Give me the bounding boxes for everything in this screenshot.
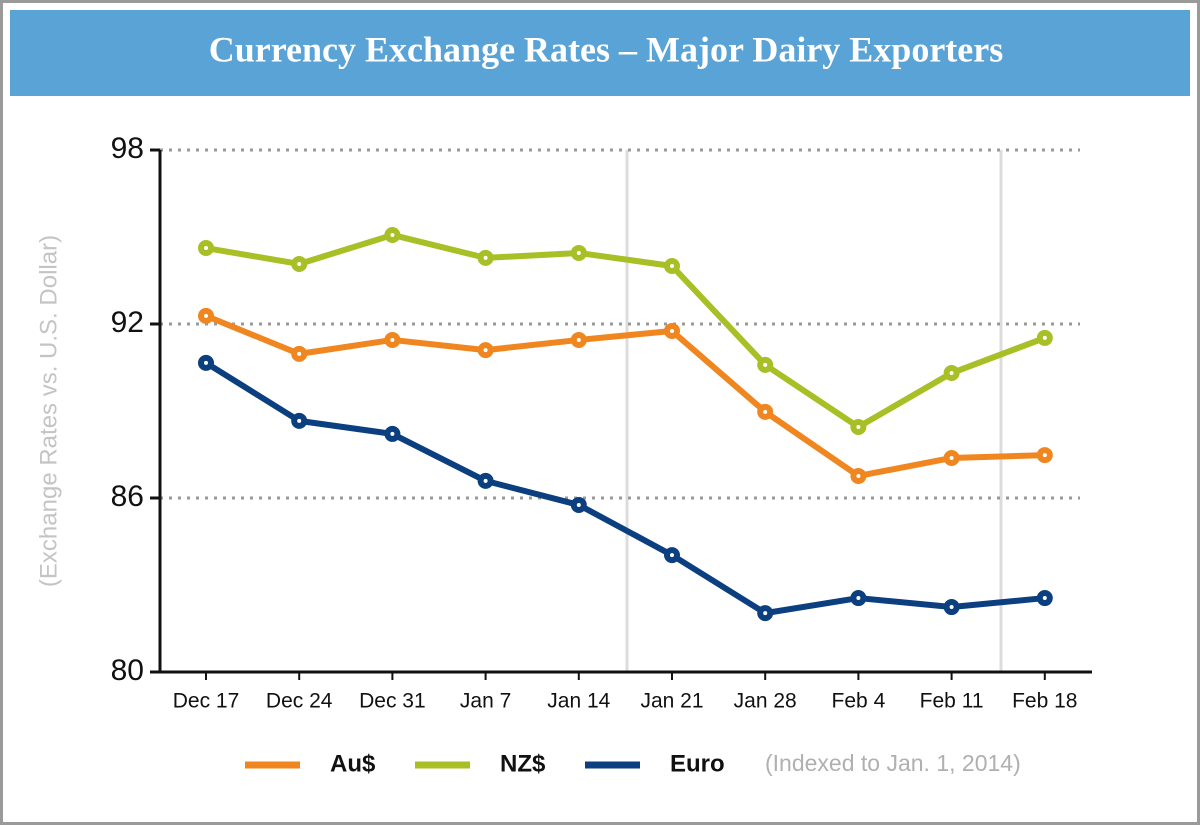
point-center [204, 246, 208, 251]
point-center [856, 424, 861, 429]
point-center [297, 351, 302, 356]
series-line [204, 313, 1045, 479]
point-center [949, 605, 954, 610]
point-center [483, 255, 488, 260]
x-tick-label: Dec 17 [173, 690, 240, 713]
point-center [390, 232, 395, 237]
legend-label: Euro [670, 750, 725, 777]
point-center [670, 264, 674, 268]
point-center [1042, 335, 1047, 340]
legend-label: NZ$ [500, 750, 546, 777]
point-center [297, 261, 302, 266]
point-center [297, 418, 302, 423]
point-center [483, 478, 488, 483]
point-center [670, 553, 674, 558]
point-center [1042, 453, 1047, 458]
y-tick-label: 98 [111, 132, 144, 165]
y-tick-label: 92 [111, 306, 144, 339]
point-center [483, 348, 488, 353]
x-tick-label: Feb 4 [832, 690, 886, 713]
point-center [390, 337, 395, 342]
point-center [670, 328, 674, 333]
point-center [763, 611, 768, 616]
x-tick-label: Jan 14 [547, 690, 610, 713]
y-axis-label: (Exchange Rates vs. U.S. Dollar) [35, 235, 62, 587]
point-center [856, 473, 861, 478]
chart-title: Currency Exchange Rates – Major Dairy Ex… [209, 29, 1004, 69]
point-center [576, 502, 581, 507]
point-center [204, 313, 208, 318]
point-center [576, 250, 581, 255]
x-tick-label: Feb 18 [1012, 690, 1077, 713]
point-center [949, 455, 954, 460]
x-tick-label: Jan 21 [640, 690, 703, 713]
title-banner [10, 10, 1190, 96]
y-tick-label: 80 [111, 654, 144, 687]
point-center [949, 371, 954, 376]
x-tick-label: Dec 31 [359, 690, 426, 713]
point-center [576, 337, 581, 342]
legend-label: Au$ [330, 750, 376, 777]
x-tick-label: Dec 24 [266, 690, 333, 713]
point-center [1042, 596, 1047, 601]
point-center [390, 431, 395, 436]
note: (Indexed to Jan. 1, 2014) [765, 750, 1021, 776]
point-center [763, 362, 768, 367]
x-tick-label: Feb 11 [920, 690, 984, 713]
x-tick-label: Jan 28 [734, 690, 797, 713]
point-center [204, 360, 208, 365]
series-line [205, 231, 1046, 430]
point-center [856, 596, 861, 601]
x-tick-label: Jan 7 [460, 690, 511, 713]
y-tick-label: 86 [111, 480, 144, 513]
series-line [204, 360, 1046, 617]
point-center [763, 409, 768, 414]
